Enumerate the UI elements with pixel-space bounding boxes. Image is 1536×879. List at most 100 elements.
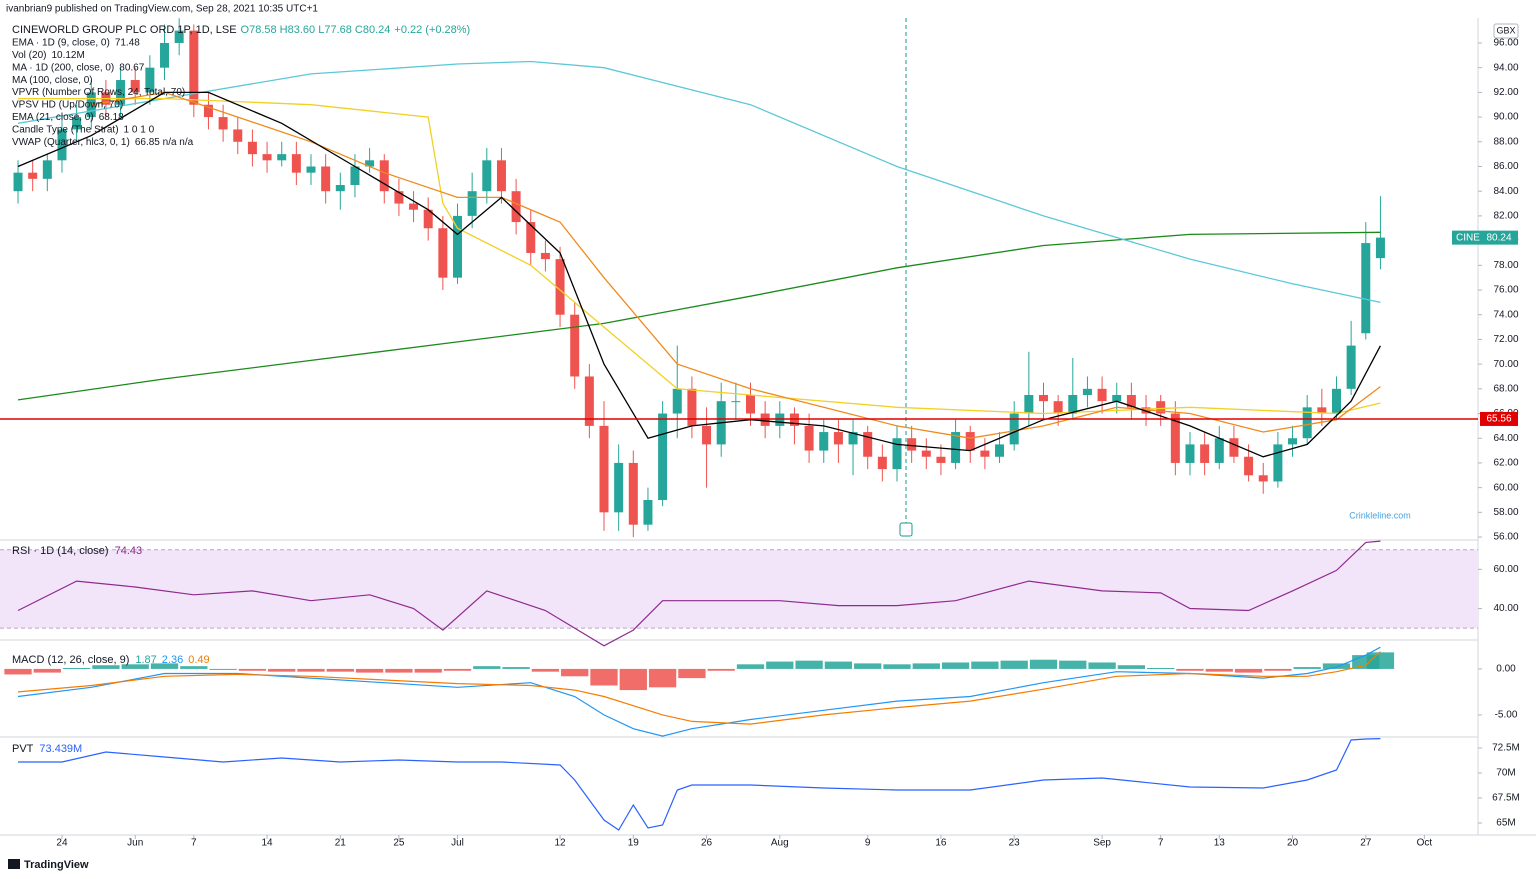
candle-body xyxy=(218,117,228,130)
histogram-bar xyxy=(209,668,237,670)
candle-body xyxy=(306,166,316,173)
y-tick-label: 70M xyxy=(1496,768,1515,779)
indicator-name: Vol (20) xyxy=(12,50,46,61)
indicator-name: EMA (21, close, 0) xyxy=(12,112,94,123)
histogram-bar xyxy=(385,668,413,673)
histogram-bar xyxy=(1322,663,1351,669)
histogram-bar xyxy=(268,668,296,672)
publisher: ivanbrian9 published on TradingView.com,… xyxy=(6,4,318,15)
candle-body xyxy=(555,259,565,315)
candle-body xyxy=(379,160,389,192)
histogram-bar xyxy=(414,668,442,673)
indicator-name: MA (100, close, 0) xyxy=(12,75,93,86)
pane-title: PVT xyxy=(12,743,34,755)
candle-body xyxy=(643,499,653,525)
candle-body xyxy=(277,154,287,161)
candle-body xyxy=(160,42,170,68)
rsi-band xyxy=(0,549,1478,629)
candle-body xyxy=(1053,401,1063,414)
candle-body xyxy=(496,160,506,192)
y-tick-label: 67.5M xyxy=(1492,793,1520,804)
indicator-name: VPVR (Number Of Rows, 24, Total, 70) xyxy=(12,87,185,98)
indicator-name: VPSV HD (Up/Down, 70) xyxy=(12,100,123,111)
pane-title: MACD (12, 26, close, 9) xyxy=(12,654,129,666)
level-label-box xyxy=(1480,411,1518,426)
y-tick-label: 60.00 xyxy=(1493,564,1518,575)
y-tick-label: -5.00 xyxy=(1495,710,1518,721)
indicator-line xyxy=(17,91,1381,458)
indicator-value: 66.85 n/a n/a xyxy=(135,137,194,148)
y-tick-label: 58.00 xyxy=(1493,507,1518,518)
candle-body xyxy=(409,203,419,210)
candle-body xyxy=(1317,407,1327,414)
pane-value: 74.43 xyxy=(115,545,143,557)
x-tick-label: Sep xyxy=(1093,838,1111,849)
pane-value: 73.439M xyxy=(39,743,82,755)
candle-body xyxy=(1112,394,1122,402)
y-tick-label: 88.00 xyxy=(1493,136,1518,147)
histogram-bar xyxy=(561,668,589,677)
y-tick-label: 68.00 xyxy=(1493,383,1518,394)
candle-body xyxy=(570,314,580,377)
candle-body xyxy=(233,129,243,142)
histogram-bar xyxy=(795,660,823,669)
x-tick-label: 23 xyxy=(1009,838,1021,849)
candle-body xyxy=(702,425,712,445)
change: +0.22 (+0.28%) xyxy=(394,24,470,36)
histogram-bar xyxy=(1176,668,1204,671)
y-tick-label: 70.00 xyxy=(1493,359,1518,370)
event-icon xyxy=(899,522,913,537)
watermark: Crinkleline.com xyxy=(1349,510,1411,520)
histogram-bar xyxy=(355,668,384,673)
candle-body xyxy=(42,160,52,179)
histogram-bar xyxy=(883,664,911,669)
level-label: 65.56 xyxy=(1486,414,1511,425)
x-tick-label: 27 xyxy=(1360,838,1372,849)
candle-body xyxy=(72,117,82,130)
candle-body xyxy=(1185,444,1195,463)
histogram-bar xyxy=(473,666,501,669)
x-tick-label: Aug xyxy=(771,838,789,849)
candle-body xyxy=(423,209,433,229)
candle-body xyxy=(1156,401,1166,414)
candle-body xyxy=(672,388,682,414)
x-tick-label: 12 xyxy=(554,838,566,849)
candle-body xyxy=(965,432,975,451)
indicator-value: 71.48 xyxy=(115,38,140,49)
histogram-bar xyxy=(92,665,120,669)
candle-body xyxy=(936,456,946,463)
candle-body xyxy=(1126,394,1136,408)
candle-body xyxy=(526,222,536,253)
ohlc: O78.58 H83.60 L77.68 C80.24 xyxy=(241,24,391,36)
histogram-bar xyxy=(1088,662,1116,669)
histogram-bar xyxy=(33,668,61,673)
histogram-bar xyxy=(4,668,32,675)
candle-body xyxy=(1288,438,1298,445)
candle-body xyxy=(203,104,213,118)
histogram-bar xyxy=(648,668,677,688)
candle-body xyxy=(262,154,272,161)
currency: GBX xyxy=(1496,25,1515,35)
indicator-line xyxy=(91,91,1381,439)
candle-body xyxy=(482,160,492,192)
candle-body xyxy=(365,160,375,167)
histogram-bar xyxy=(590,668,618,686)
histogram-bar xyxy=(238,668,267,671)
x-tick-label: 19 xyxy=(628,838,640,849)
x-tick-label: 21 xyxy=(335,838,347,849)
candle-body xyxy=(877,456,887,470)
y-tick-label: 64.00 xyxy=(1493,433,1518,444)
x-tick-label: 24 xyxy=(56,838,68,849)
pane-title: RSI · 1D (14, close) xyxy=(12,545,109,557)
candle-body xyxy=(1361,243,1371,334)
candle-body xyxy=(658,413,668,500)
logo: TradingView xyxy=(24,859,89,871)
histogram-bar xyxy=(62,668,91,669)
x-tick-label: 7 xyxy=(1158,838,1164,849)
candle-body xyxy=(1302,407,1312,439)
candle-body xyxy=(1038,394,1048,402)
candle-body xyxy=(1375,237,1385,259)
currency-box xyxy=(1493,23,1519,39)
histogram-bar xyxy=(1147,668,1175,669)
